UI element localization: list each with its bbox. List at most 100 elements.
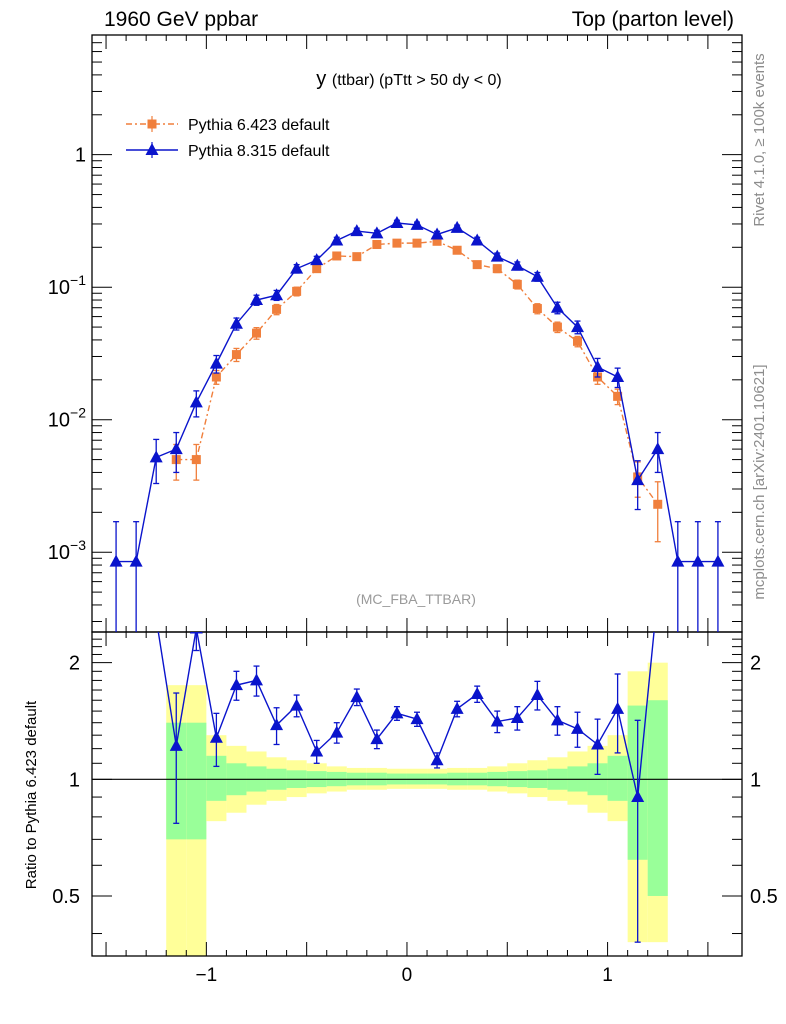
series-point-1 <box>510 258 524 271</box>
ratio-y-tick-label: 2 <box>69 653 80 675</box>
ratio-y-tick-label: 0.5 <box>52 886 80 908</box>
x-tick-label: 1 <box>602 965 613 986</box>
series-point-0 <box>492 264 502 274</box>
series-point-1 <box>350 224 364 237</box>
legend: Pythia 6.423 default Pythia 8.315 default <box>126 116 330 160</box>
series-point-1 <box>149 450 163 463</box>
ratio-y-tick-label-right: 0.5 <box>750 886 778 908</box>
series-point-0 <box>332 251 342 261</box>
main-series-group <box>109 216 725 632</box>
ratio-point <box>550 713 564 726</box>
series-point-1 <box>209 356 223 369</box>
plot-title: y (ttbar) (pTtt > 50 dy < 0) <box>316 68 501 90</box>
series-point-1 <box>490 249 504 262</box>
series-point-0 <box>432 236 442 246</box>
x-tick-label: −1 <box>196 965 218 986</box>
ratio-point <box>189 632 203 634</box>
series-point-0 <box>272 304 282 314</box>
series-line-0 <box>176 240 659 505</box>
series-point-1 <box>270 288 284 301</box>
series-point-0 <box>312 264 322 274</box>
ratio-y-tick-label: 1 <box>69 769 80 791</box>
series-point-1 <box>129 554 143 567</box>
series-point-0 <box>252 328 262 338</box>
series-point-1 <box>470 233 484 246</box>
ratio-point <box>250 673 264 686</box>
series-point-0 <box>552 322 562 332</box>
series-point-0 <box>292 286 302 296</box>
ratio-point <box>510 710 524 723</box>
ratio-y-tick-label-right: 2 <box>750 653 761 675</box>
y-tick-label: 10−1 <box>48 272 86 299</box>
ratio-point <box>310 744 324 757</box>
series-point-0 <box>372 239 382 249</box>
series-point-0 <box>211 372 221 382</box>
legend-marker-1 <box>145 143 159 155</box>
band-green <box>186 722 207 840</box>
ratio-frame <box>91 631 743 957</box>
series-point-1 <box>631 473 645 486</box>
series-point-1 <box>691 554 705 567</box>
header-left: 1960 GeV ppbar <box>104 8 259 31</box>
watermark: (MC_FBA_TTBAR) <box>356 591 476 607</box>
axis-ticks: −1 0 1 10−3 10−2 10−1 1 0.5 0.5 1 1 2 2 <box>48 34 778 986</box>
ratio-bands <box>92 662 742 956</box>
series-point-1 <box>410 217 424 230</box>
series-layer <box>109 216 725 943</box>
axes-frame <box>91 34 743 957</box>
series-point-1 <box>711 554 725 567</box>
ratio-y-tick-label-right: 1 <box>750 769 761 791</box>
ratio-point <box>209 730 223 743</box>
band-green <box>206 755 227 801</box>
series-point-1 <box>450 220 464 233</box>
ratio-series-group <box>157 632 655 943</box>
band-green <box>607 755 628 801</box>
y-tick-label: 10−2 <box>48 405 86 432</box>
series-point-1 <box>550 300 564 313</box>
ratio-point <box>410 712 424 725</box>
ratio-point <box>290 698 304 711</box>
ratio-point <box>591 737 605 750</box>
series-point-1 <box>651 442 665 455</box>
ratio-point <box>390 706 404 719</box>
series-point-0 <box>452 245 462 255</box>
series-point-1 <box>330 233 344 246</box>
ratio-point <box>631 790 645 803</box>
series-point-1 <box>430 227 444 240</box>
x-tick-label: 0 <box>402 965 413 986</box>
series-point-1 <box>591 359 605 372</box>
series-point-1 <box>109 554 123 567</box>
labels-layer: y (ttbar) (pTtt > 50 dy < 0) (MC_FBA_TTB… <box>23 53 768 889</box>
ratio-point <box>330 725 344 738</box>
ratio-point <box>530 688 544 701</box>
series-point-1 <box>370 226 384 239</box>
ratio-ylabel: Ratio to Pythia 6.423 default <box>23 700 40 889</box>
series-point-0 <box>352 252 362 262</box>
legend-marker-0 <box>147 119 157 129</box>
series-point-1 <box>530 269 544 282</box>
series-point-0 <box>532 304 542 314</box>
series-point-0 <box>231 350 241 360</box>
series-point-0 <box>191 455 201 465</box>
series-point-1 <box>189 395 203 408</box>
ratio-point <box>470 687 484 700</box>
ratio-point <box>611 701 625 714</box>
ratio-point <box>169 738 183 751</box>
band-green <box>647 700 668 896</box>
ratio-point <box>430 753 444 766</box>
series-point-1 <box>671 554 685 567</box>
series-point-1 <box>570 320 584 333</box>
ratio-point <box>490 714 504 727</box>
ratio-point <box>229 678 243 691</box>
series-point-1 <box>250 293 264 306</box>
series-point-1 <box>611 370 625 383</box>
series-line-1 <box>116 222 718 563</box>
series-point-0 <box>472 260 482 270</box>
series-point-0 <box>572 336 582 346</box>
series-point-0 <box>392 238 402 248</box>
ratio-point <box>370 732 384 745</box>
rivet-label: Rivet 4.1.0, ≥ 100k events <box>751 53 768 226</box>
ratio-point <box>570 721 584 734</box>
